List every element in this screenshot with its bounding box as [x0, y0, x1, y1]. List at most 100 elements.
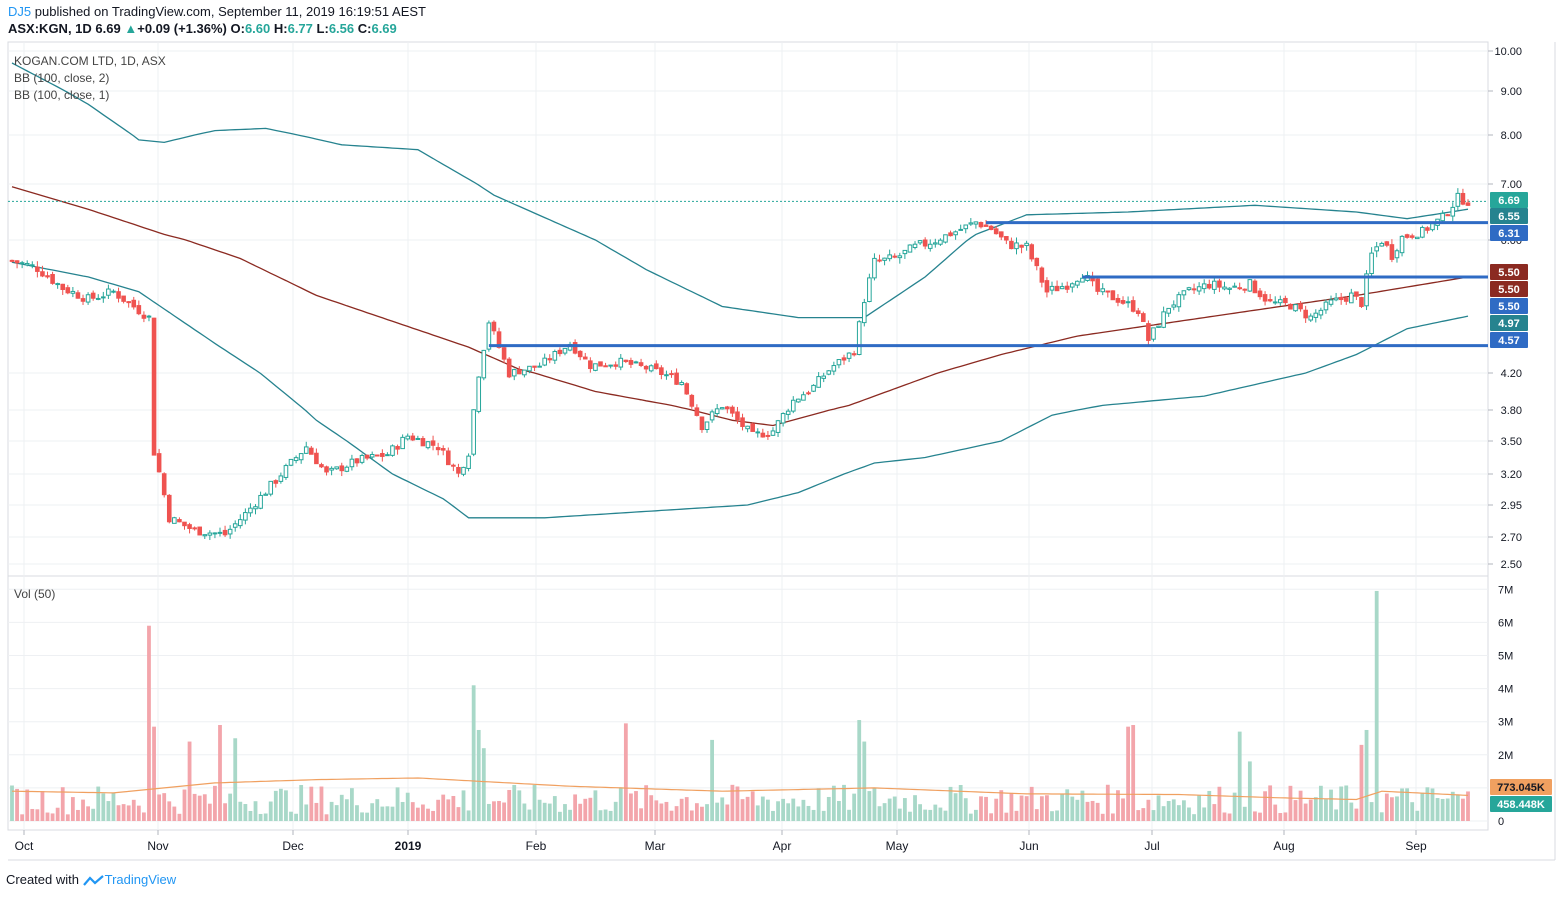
candle: [1181, 290, 1187, 300]
low-value: 6.56: [328, 21, 355, 36]
candle-body: [527, 365, 532, 372]
volume-bar: [172, 806, 177, 821]
volume-bar: [284, 790, 288, 821]
close-value: 6.69: [371, 21, 397, 36]
author-name[interactable]: DJ5: [8, 4, 32, 19]
candle-body: [608, 364, 613, 367]
candle: [1206, 279, 1212, 290]
candle-body: [948, 232, 953, 237]
volume-bar: [1283, 812, 1288, 821]
volume-bar: [578, 803, 583, 821]
candle: [755, 428, 761, 438]
candle: [430, 435, 436, 451]
volume-bar: [968, 813, 973, 821]
volume-bar: [781, 798, 786, 821]
candle: [435, 442, 441, 456]
candle-body: [1135, 310, 1141, 314]
candle-body: [222, 529, 228, 536]
volume-bar: [1354, 808, 1359, 821]
candle: [653, 360, 659, 370]
candle-body: [166, 494, 172, 523]
candle-body: [1146, 323, 1151, 341]
volume-bar: [273, 790, 278, 821]
candle-body: [263, 493, 268, 496]
volume-bar: [1095, 802, 1100, 821]
candle-body: [927, 243, 933, 249]
legend-bb2[interactable]: BB (100, close, 2): [14, 71, 110, 85]
candle-body: [1064, 285, 1070, 290]
volume-bar: [197, 795, 202, 821]
candle: [395, 444, 400, 455]
candle: [182, 521, 187, 530]
candle: [1201, 279, 1207, 294]
volume-bar: [1430, 788, 1435, 821]
candle: [14, 260, 20, 269]
candle-body: [1252, 280, 1258, 294]
candle: [263, 492, 268, 496]
volume-bar: [294, 813, 298, 821]
volume-tick-label: 4M: [1498, 684, 1513, 696]
legend-bb1[interactable]: BB (100, close, 1): [14, 88, 110, 102]
candle: [1090, 271, 1095, 287]
candle: [415, 435, 421, 440]
candle: [882, 257, 887, 266]
candle-body: [933, 242, 938, 245]
candle: [1333, 292, 1339, 302]
footer-brand[interactable]: TradingView: [104, 872, 177, 887]
candle: [1019, 244, 1024, 254]
volume-bar: [862, 741, 867, 821]
candle-body: [1333, 297, 1339, 301]
candle: [740, 413, 745, 431]
candle: [1146, 320, 1151, 345]
volume-badge-box: [1490, 779, 1552, 795]
volume-bar: [289, 811, 293, 821]
candle: [45, 271, 50, 279]
candle-body: [1034, 257, 1040, 267]
volume-bar: [167, 801, 172, 821]
price-badge-label: 5.50: [1498, 267, 1519, 279]
candle-body: [385, 454, 390, 457]
candle-body: [1293, 304, 1298, 312]
volume-bar: [1100, 813, 1105, 821]
volume-bar: [1390, 797, 1394, 821]
candle: [445, 447, 451, 466]
candle: [562, 347, 568, 356]
symbol-label: ASX:KGN, 1D: [8, 21, 92, 36]
candle: [1404, 233, 1410, 239]
candle-body: [380, 453, 385, 457]
candle: [298, 453, 304, 464]
candle-body: [395, 446, 400, 450]
time-tick-label: Nov: [147, 839, 168, 853]
volume-bar: [1004, 812, 1009, 821]
candle-body: [65, 287, 71, 294]
legend-volume[interactable]: Vol (50): [14, 587, 56, 601]
bb-middle-band: [11, 186, 1469, 427]
candle: [1318, 307, 1324, 320]
candle-body: [1328, 299, 1334, 305]
volume-bar: [1232, 792, 1237, 821]
candle-body: [643, 365, 649, 370]
candle-body: [481, 349, 487, 379]
candle: [283, 463, 289, 480]
volume-bar: [86, 806, 90, 821]
volume-bar: [1410, 802, 1415, 821]
candle-body: [1120, 300, 1126, 304]
candle: [344, 465, 350, 473]
volume-bar: [111, 792, 116, 821]
candle: [856, 320, 862, 356]
candle-body: [892, 255, 898, 258]
candle: [1359, 296, 1364, 308]
volume-bar: [689, 810, 694, 821]
volume-bar: [958, 784, 963, 821]
candle-body: [1206, 283, 1212, 289]
candle-body: [445, 450, 451, 466]
candle: [790, 396, 796, 414]
candle-body: [958, 228, 963, 231]
candle: [709, 409, 715, 423]
candle: [1420, 225, 1425, 239]
volume-bar: [441, 794, 446, 821]
candle: [861, 298, 867, 327]
volume-bar: [390, 806, 395, 821]
candle-body: [1049, 285, 1055, 291]
